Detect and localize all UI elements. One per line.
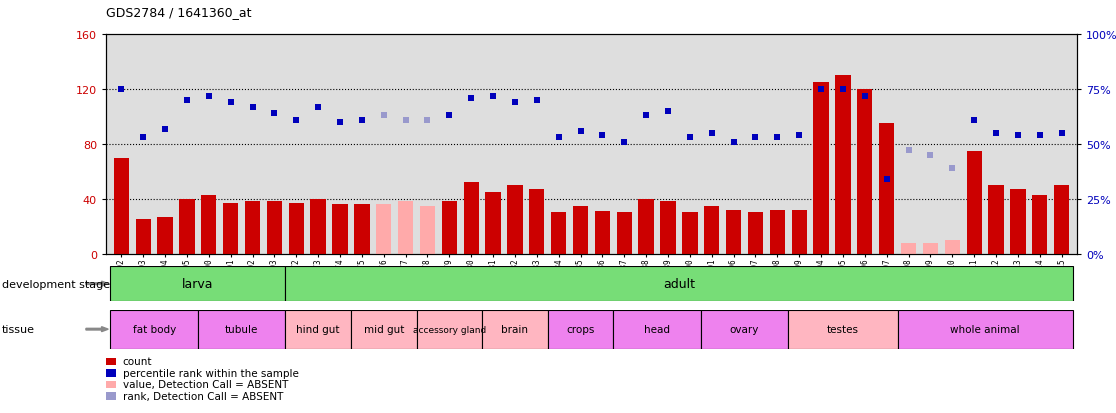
Bar	[944, 240, 960, 254]
Bar	[244, 202, 260, 254]
Bar	[420, 206, 435, 254]
Bar	[508, 185, 522, 254]
Bar	[595, 211, 610, 254]
Bar	[573, 206, 588, 254]
Bar	[110, 310, 198, 349]
Bar	[748, 213, 763, 254]
Text: GDS2784 / 1641360_at: GDS2784 / 1641360_at	[106, 6, 251, 19]
Bar	[482, 310, 548, 349]
Bar	[442, 202, 456, 254]
Bar	[201, 195, 217, 254]
Text: count: count	[123, 356, 152, 366]
Bar	[857, 90, 873, 254]
Bar	[485, 192, 501, 254]
Text: mid gut: mid gut	[364, 324, 404, 335]
Bar	[617, 213, 632, 254]
Text: value, Detection Call = ABSENT: value, Detection Call = ABSENT	[123, 380, 288, 389]
Bar	[376, 205, 392, 254]
Text: percentile rank within the sample: percentile rank within the sample	[123, 368, 299, 378]
Text: larva: larva	[182, 278, 213, 290]
Bar	[310, 199, 326, 254]
Bar	[463, 183, 479, 254]
Bar	[354, 205, 369, 254]
Bar	[788, 310, 897, 349]
Bar	[835, 76, 850, 254]
Text: rank, Detection Call = ABSENT: rank, Detection Call = ABSENT	[123, 391, 283, 401]
Bar	[1054, 185, 1069, 254]
Bar	[661, 202, 675, 254]
Bar	[548, 310, 614, 349]
Bar	[157, 217, 173, 254]
Bar	[989, 185, 1003, 254]
Text: head: head	[644, 324, 670, 335]
Text: hind gut: hind gut	[297, 324, 340, 335]
Text: brain: brain	[501, 324, 529, 335]
Bar	[333, 205, 348, 254]
Bar	[286, 310, 350, 349]
Bar	[198, 310, 286, 349]
Bar	[897, 310, 1072, 349]
Bar	[114, 158, 129, 254]
Bar	[701, 310, 788, 349]
Bar	[551, 213, 566, 254]
Bar	[966, 152, 982, 254]
Bar	[398, 202, 413, 254]
Text: development stage: development stage	[2, 279, 110, 289]
Bar	[180, 199, 194, 254]
Bar	[923, 243, 939, 254]
Bar	[135, 220, 151, 254]
Bar	[704, 206, 720, 254]
Bar	[529, 190, 545, 254]
Bar	[110, 266, 286, 301]
Bar	[638, 199, 654, 254]
Bar	[614, 310, 701, 349]
Text: tubule: tubule	[225, 324, 258, 335]
Text: crops: crops	[566, 324, 595, 335]
Text: testes: testes	[827, 324, 859, 335]
Bar	[791, 210, 807, 254]
Text: ovary: ovary	[730, 324, 759, 335]
Bar	[1010, 190, 1026, 254]
Bar	[770, 210, 785, 254]
Bar	[350, 310, 416, 349]
Bar	[1032, 195, 1048, 254]
Bar	[223, 203, 239, 254]
Bar	[267, 202, 282, 254]
Bar	[416, 310, 482, 349]
Bar	[682, 213, 698, 254]
Bar	[286, 266, 1072, 301]
Bar	[901, 243, 916, 254]
Text: whole animal: whole animal	[951, 324, 1020, 335]
Bar	[727, 210, 741, 254]
Text: adult: adult	[663, 278, 695, 290]
Text: accessory gland: accessory gland	[413, 325, 485, 334]
Bar	[879, 124, 894, 254]
Text: fat body: fat body	[133, 324, 175, 335]
Bar	[289, 203, 304, 254]
Text: tissue: tissue	[2, 324, 36, 335]
Bar	[814, 83, 829, 254]
